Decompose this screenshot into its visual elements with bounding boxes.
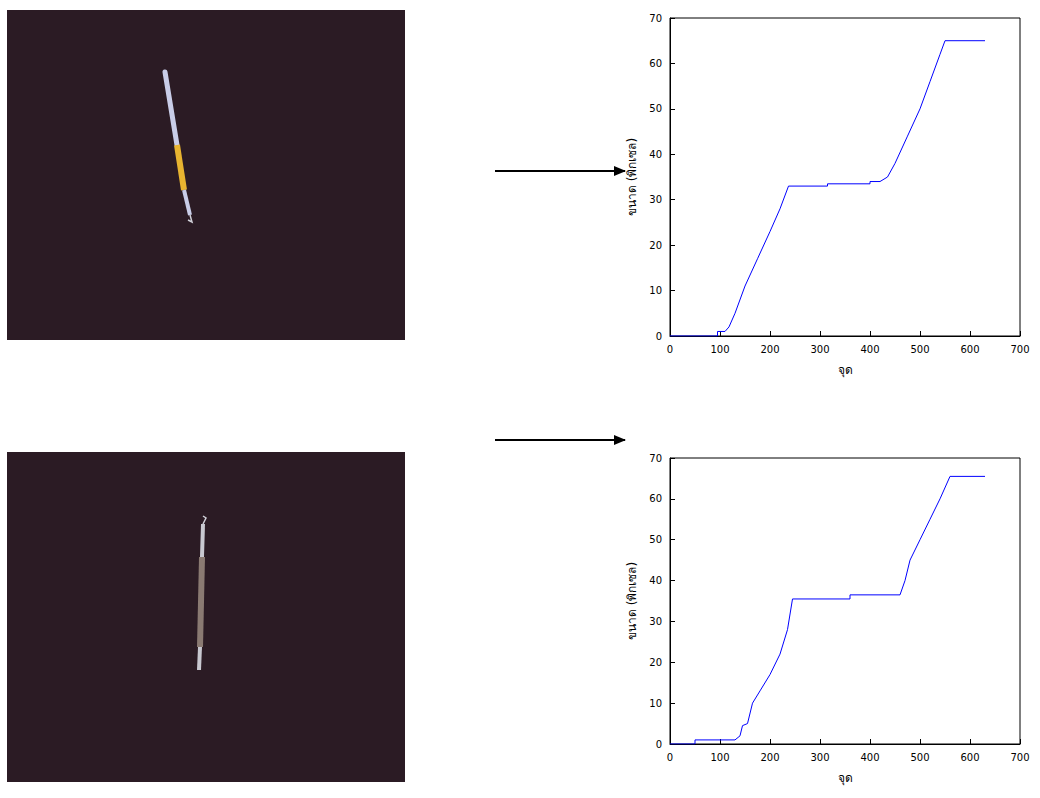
svg-text:200: 200 — [760, 752, 779, 763]
svg-text:200: 200 — [760, 344, 779, 355]
svg-text:50: 50 — [649, 534, 662, 545]
svg-text:10: 10 — [649, 285, 662, 296]
svg-text:จุด: จุด — [838, 363, 853, 378]
svg-text:40: 40 — [649, 149, 662, 160]
svg-text:600: 600 — [960, 752, 979, 763]
svg-text:จุด: จุด — [838, 771, 853, 786]
svg-text:40: 40 — [649, 575, 662, 586]
svg-text:10: 10 — [649, 698, 662, 709]
svg-text:30: 30 — [649, 616, 662, 627]
svg-text:400: 400 — [860, 752, 879, 763]
svg-text:0: 0 — [667, 344, 673, 355]
svg-text:300: 300 — [810, 344, 829, 355]
svg-text:0: 0 — [656, 739, 662, 750]
svg-text:500: 500 — [910, 344, 929, 355]
svg-text:60: 60 — [649, 58, 662, 69]
svg-text:0: 0 — [656, 331, 662, 342]
svg-text:70: 70 — [649, 13, 662, 24]
svg-text:20: 20 — [649, 657, 662, 668]
svg-text:100: 100 — [710, 752, 729, 763]
svg-text:0: 0 — [667, 752, 673, 763]
svg-text:700: 700 — [1010, 344, 1029, 355]
svg-text:70: 70 — [649, 453, 662, 464]
svg-text:60: 60 — [649, 493, 662, 504]
svg-text:ขนาด (พิกเซล): ขนาด (พิกเซล) — [625, 138, 639, 216]
svg-text:300: 300 — [810, 752, 829, 763]
svg-text:30: 30 — [649, 194, 662, 205]
svg-text:500: 500 — [910, 752, 929, 763]
svg-text:700: 700 — [1010, 752, 1029, 763]
svg-text:ขนาด (พิกเซล): ขนาด (พิกเซล) — [625, 562, 639, 640]
svg-text:50: 50 — [649, 103, 662, 114]
svg-text:600: 600 — [960, 344, 979, 355]
svg-text:400: 400 — [860, 344, 879, 355]
svg-text:20: 20 — [649, 240, 662, 251]
svg-text:100: 100 — [710, 344, 729, 355]
